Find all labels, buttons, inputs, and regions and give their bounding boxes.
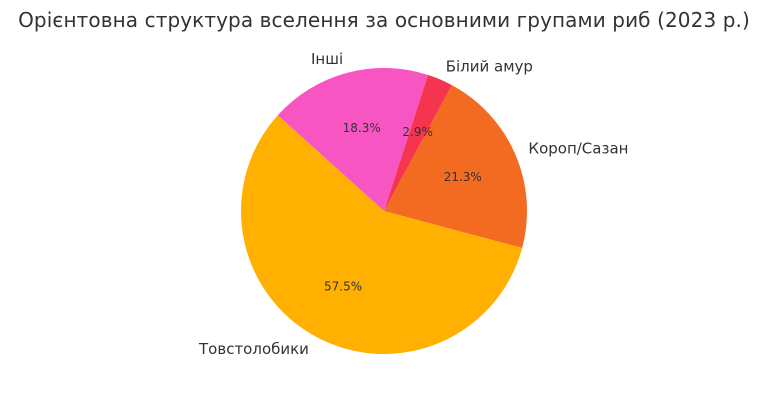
category-label-інші: Інші xyxy=(311,50,343,68)
pct-label-білий-амур: 2.9% xyxy=(402,125,433,139)
chart-title: Орієнтовна структура вселення за основни… xyxy=(18,8,750,32)
category-label-короп-сазан: Короп/Сазан xyxy=(528,140,628,158)
pie-slice-товстолобики xyxy=(241,115,523,354)
category-label-товстолобики: Товстолобики xyxy=(198,340,309,358)
pie-slices xyxy=(241,68,528,354)
pct-label-короп-сазан: 21.3% xyxy=(444,170,482,184)
pie-slice-білий-амур xyxy=(384,74,452,211)
category-label-білий-амур: Білий амур xyxy=(446,57,533,75)
pie-slice-короп-сазан xyxy=(384,85,528,249)
pct-label-товстолобики: 57.5% xyxy=(324,279,362,293)
pct-label-інші: 18.3% xyxy=(343,121,381,135)
pie-labels: 21.3% Короп/Сазан 2.9% Білий амур 18.3% Інші 5… xyxy=(198,50,628,358)
pie-slice-інші xyxy=(277,68,428,211)
